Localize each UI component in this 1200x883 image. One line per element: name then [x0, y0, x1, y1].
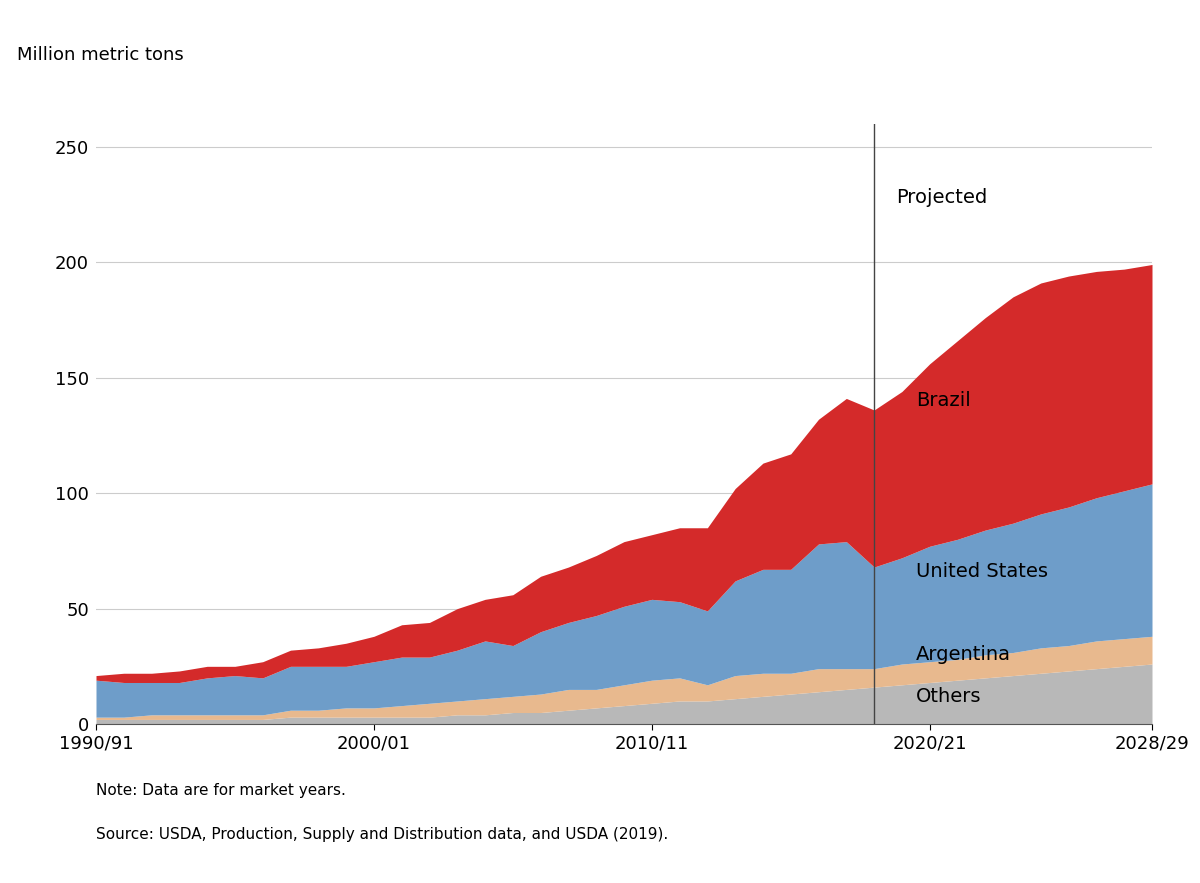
- Text: Projected: Projected: [896, 188, 988, 207]
- Text: Brazil: Brazil: [916, 391, 971, 411]
- Text: Argentina: Argentina: [916, 645, 1010, 664]
- Text: Others: Others: [916, 687, 982, 706]
- Text: Source: USDA, Production, Supply and Distribution data, and USDA (2019).: Source: USDA, Production, Supply and Dis…: [96, 826, 668, 841]
- Text: Note: Data are for market years.: Note: Data are for market years.: [96, 782, 346, 797]
- Text: Million metric tons: Million metric tons: [17, 46, 184, 64]
- Text: United States: United States: [916, 562, 1048, 581]
